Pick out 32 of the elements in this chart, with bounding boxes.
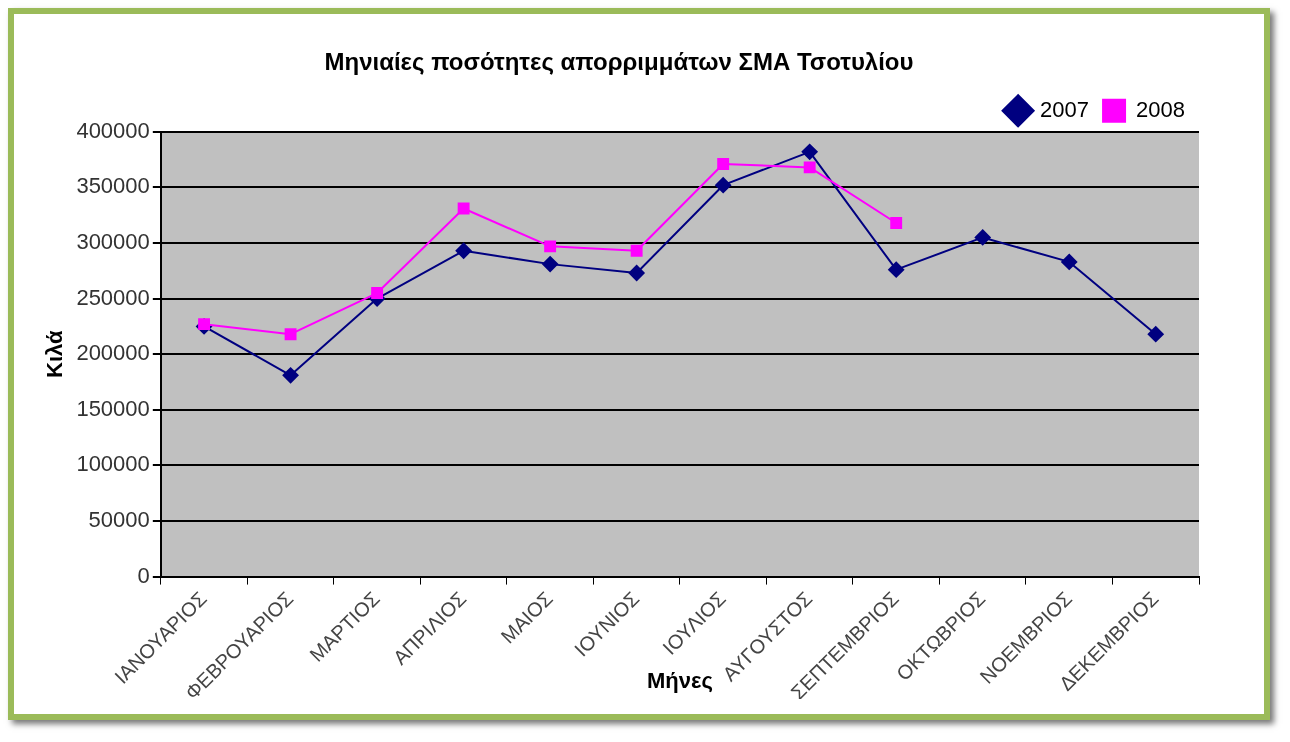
point [974,229,991,246]
legend-label: 2008 [1136,96,1186,122]
point [1147,326,1164,343]
y-tick-label: 50000 [88,507,150,533]
y-tick-label: 250000 [76,284,150,310]
point [628,265,645,282]
point [717,158,730,170]
legend-label: 2007 [1040,96,1090,122]
point [284,328,297,341]
point [282,367,299,384]
y-tick-label: 0 [137,562,150,588]
point [715,177,732,194]
point [803,161,816,174]
y-axis-title: Κιλά [42,329,68,378]
point [371,287,384,299]
chart-title: Μηνιαίες ποσότητες απορριμμάτων ΣΜΑ Τσοτυλίου [324,48,914,76]
y-tick-label: 150000 [76,395,150,421]
point [455,242,472,259]
point [457,202,470,215]
point [801,143,818,160]
y-tick-label: 300000 [76,229,150,255]
y-tick-label: 350000 [76,173,150,199]
y-tick-label: 200000 [76,340,150,366]
point [890,217,903,229]
point [544,240,557,253]
y-tick-label: 100000 [76,451,150,477]
point [630,244,643,257]
point [888,261,905,278]
point [1061,253,1078,270]
y-tick-label: 400000 [76,117,150,143]
x-axis-title: Μήνες [646,667,713,693]
point [542,256,559,273]
